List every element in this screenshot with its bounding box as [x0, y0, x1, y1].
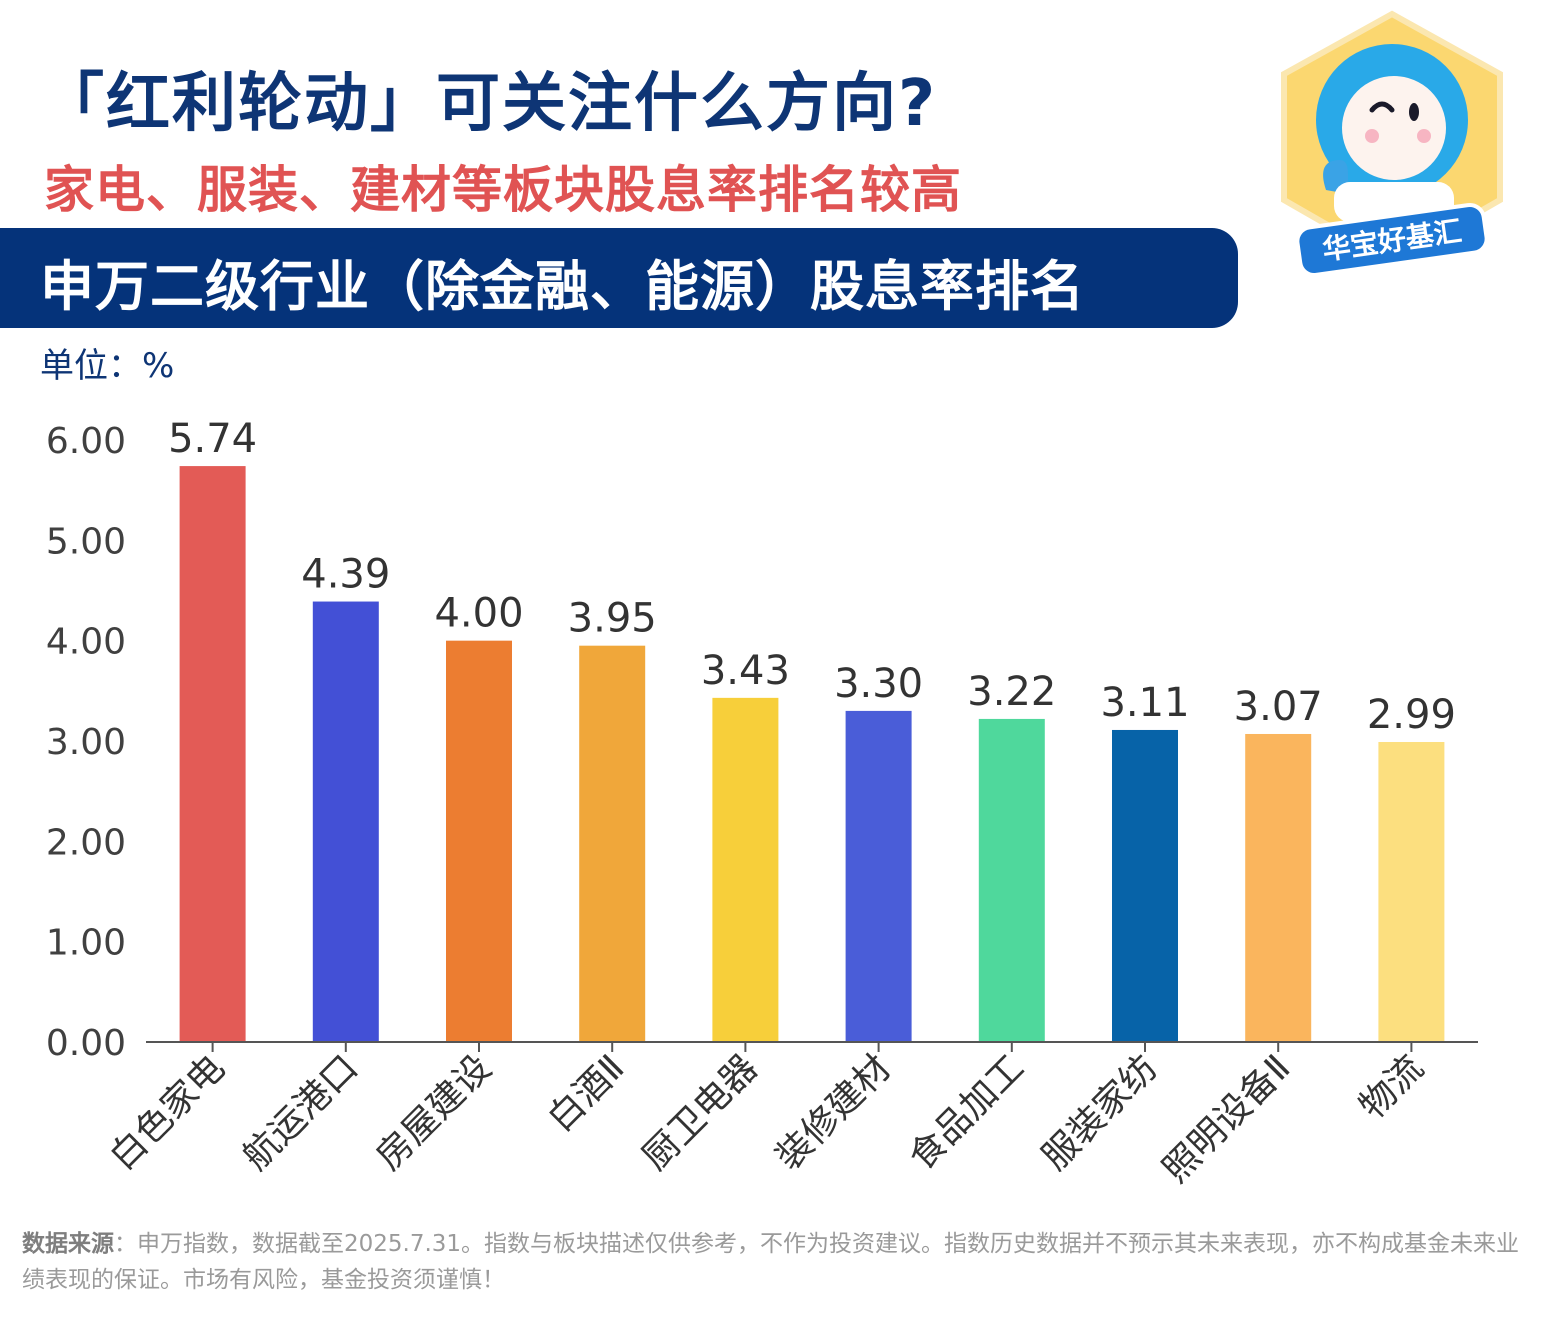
- data-label: 3.11: [1100, 680, 1189, 726]
- source-label: 数据来源: [22, 1231, 114, 1257]
- bar: [179, 466, 246, 1042]
- y-tick-label: 0.00: [46, 1023, 126, 1064]
- y-tick-label: 4.00: [46, 622, 126, 663]
- data-label: 3.30: [834, 661, 923, 707]
- footer-disclaimer: 数据来源：申万指数，数据截至2025.7.31。指数与板块描述仅供参考，不作为投…: [22, 1226, 1532, 1298]
- bar: [845, 710, 912, 1042]
- x-tick-label: 房屋建设: [369, 1047, 500, 1178]
- x-tick-label: 厨卫电器: [635, 1047, 766, 1178]
- chart-title-banner: 申万二级行业（除金融、能源）股息率排名: [0, 228, 1238, 328]
- y-tick-label: 1.00: [46, 923, 126, 964]
- bars: 5.74 4.39 4.00 3.95 3.43 3.30 3.22 3.11 3.07 2.99: [168, 416, 1456, 1042]
- mascot-logo: 华宝好基汇: [1281, 10, 1503, 278]
- chart-title: 申万二级行业（除金融、能源）股息率排名: [40, 255, 1085, 318]
- bar-chart: 0.00 1.00 2.00 3.00 4.00 5.00 6.00 5.74 4.39 4.0…: [46, 416, 1478, 1191]
- page-subtitle: 家电、服装、建材等板块股息率排名较高: [44, 161, 962, 219]
- x-tick-label: 食品加工: [901, 1047, 1032, 1178]
- bar: [446, 640, 512, 1042]
- mascot-thumbs-up-icon: [1316, 44, 1468, 222]
- unit-label: 单位：%: [40, 346, 175, 386]
- x-tick-label: 物流: [1352, 1047, 1432, 1127]
- y-tick-label: 5.00: [46, 521, 126, 562]
- bar: [712, 697, 779, 1042]
- x-tick-label: 服装家纺: [1035, 1047, 1166, 1178]
- x-tick-label: 航运港口: [235, 1047, 366, 1178]
- page-title: 「红利轮动」可关注什么方向?: [40, 67, 938, 141]
- x-tick-label: 装修建材: [768, 1047, 899, 1178]
- data-label: 3.22: [967, 669, 1056, 715]
- data-label: 4.39: [301, 552, 390, 598]
- bar: [579, 645, 646, 1042]
- data-label: 3.07: [1234, 684, 1323, 730]
- data-label: 3.43: [701, 648, 790, 694]
- y-tick-label: 3.00: [46, 722, 126, 763]
- x-tick-label: 白酒Ⅱ: [540, 1047, 632, 1139]
- bar: [1378, 742, 1445, 1042]
- y-axis: 0.00 1.00 2.00 3.00 4.00 5.00 6.00: [46, 421, 126, 1064]
- x-tick-label: 白色家电: [102, 1047, 233, 1178]
- bar: [978, 718, 1045, 1042]
- data-label: 4.00: [434, 591, 523, 637]
- x-tick-label: 照明设备Ⅱ: [1155, 1047, 1298, 1190]
- data-label: 2.99: [1367, 692, 1456, 738]
- bar: [1112, 729, 1178, 1042]
- y-tick-label: 2.00: [46, 822, 126, 863]
- footer-text: ：申万指数，数据截至2025.7.31。指数与板块描述仅供参考，不作为投资建议。…: [22, 1231, 1520, 1293]
- bar: [1245, 733, 1312, 1042]
- bar: [312, 601, 379, 1042]
- data-label: 3.95: [568, 596, 657, 642]
- logo-ribbon: 华宝好基汇: [1295, 202, 1489, 278]
- y-tick-label: 6.00: [46, 421, 126, 462]
- data-label: 5.74: [168, 416, 257, 462]
